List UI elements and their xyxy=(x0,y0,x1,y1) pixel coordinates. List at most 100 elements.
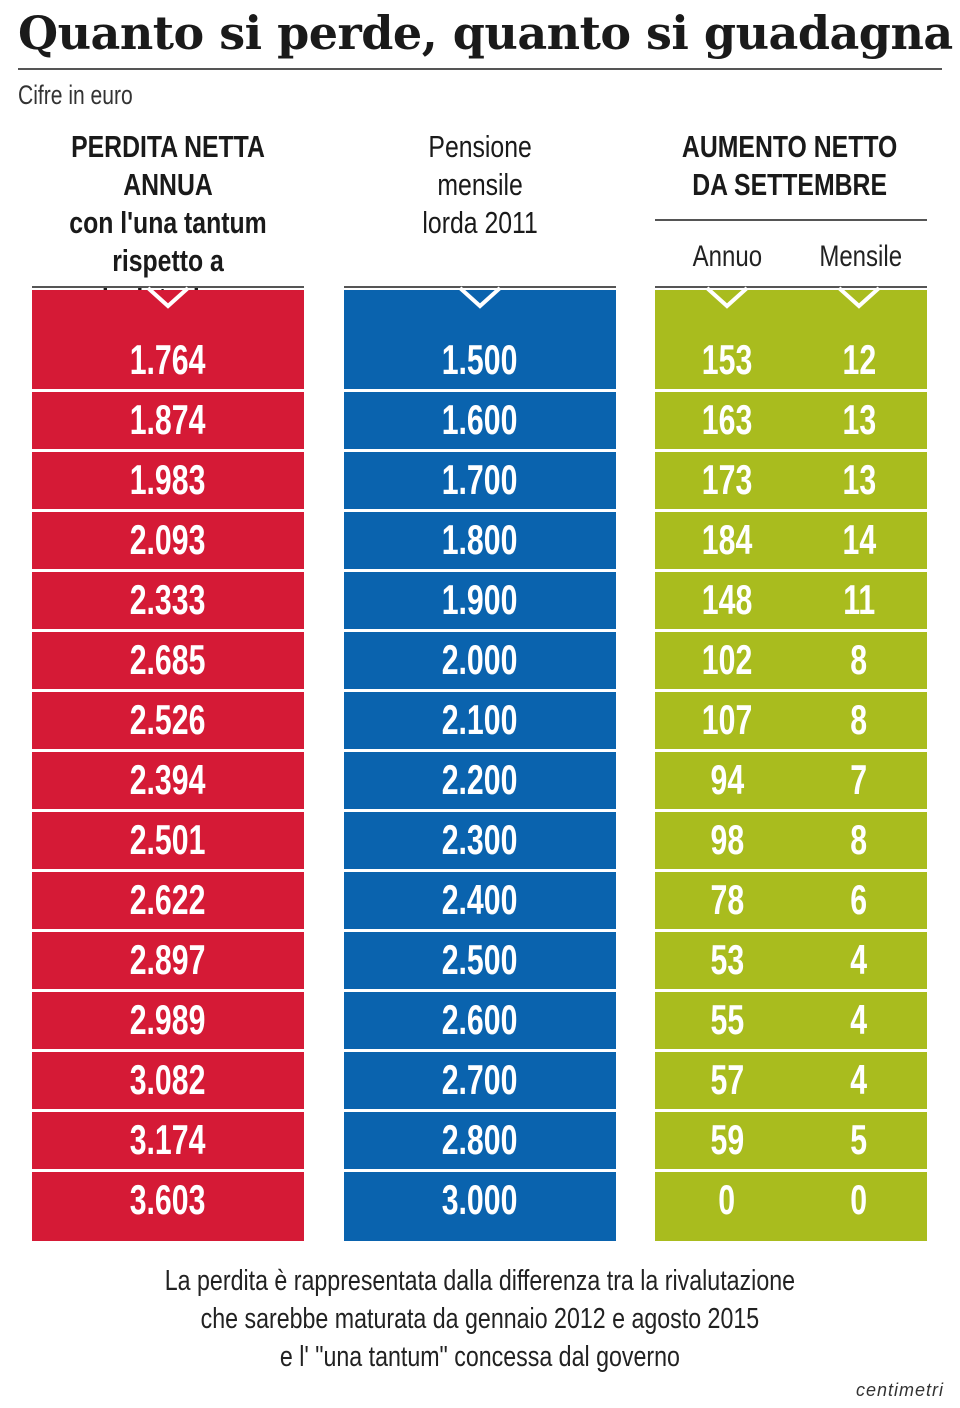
loss-cell: 1.983 xyxy=(32,450,304,510)
row-separator xyxy=(32,509,304,512)
pension-header-line: mensile xyxy=(437,167,523,202)
brand-logo: centimetri xyxy=(855,1380,944,1400)
pension-cell: 2.000 xyxy=(344,630,616,690)
loss-cell: 2.093 xyxy=(32,510,304,570)
mensile-cell: 13 xyxy=(793,390,925,450)
mensile-cell-value: 13 xyxy=(842,456,876,503)
row-separator xyxy=(344,929,616,932)
gain-column-rule xyxy=(655,286,927,288)
mensile-cell-value: 4 xyxy=(850,1056,868,1103)
annuo-cell: 102 xyxy=(661,630,793,690)
loss-cell-value: 2.333 xyxy=(130,576,206,623)
pension-cell: 3.000 xyxy=(344,1170,616,1230)
loss-cell-value: 1.874 xyxy=(130,396,206,443)
annuo-cell-value: 102 xyxy=(701,636,753,683)
loss-cell: 2.685 xyxy=(32,630,304,690)
loss-cell: 2.394 xyxy=(32,750,304,810)
loss-cell: 2.622 xyxy=(32,870,304,930)
annuo-cell-value: 0 xyxy=(718,1176,736,1223)
pension-cell-value: 2.700 xyxy=(442,1056,518,1103)
gain-column: 153 12 163 13 173 13 184 14 148 11 102 8 107 8 94 7 98 8 7… xyxy=(655,290,927,1241)
row-separator xyxy=(655,629,927,632)
annuo-cell-value: 163 xyxy=(701,396,753,443)
mensile-cell-value: 8 xyxy=(850,636,868,683)
row-separator xyxy=(655,1109,927,1112)
pension-cell: 2.500 xyxy=(344,930,616,990)
annuo-cell: 57 xyxy=(661,1050,793,1110)
footnote: La perdita è rappresentata dalla differe… xyxy=(60,1262,900,1376)
footnote-line: La perdita è rappresentata dalla differe… xyxy=(164,1265,796,1297)
footnote-line: che sarebbe maturata da gennaio 2012 e a… xyxy=(200,1303,760,1335)
mensile-cell: 4 xyxy=(793,990,925,1050)
loss-cell: 2.897 xyxy=(32,930,304,990)
annuo-cell: 107 xyxy=(661,690,793,750)
loss-cell-value: 2.989 xyxy=(130,996,206,1043)
loss-cell: 3.603 xyxy=(32,1170,304,1230)
row-separator xyxy=(655,809,927,812)
mensile-cell: 8 xyxy=(793,810,925,870)
annuo-cell-value: 94 xyxy=(710,756,744,803)
loss-cell: 1.764 xyxy=(32,330,304,390)
pension-cell: 2.700 xyxy=(344,1050,616,1110)
loss-cell: 2.526 xyxy=(32,690,304,750)
mensile-cell-value: 5 xyxy=(850,1116,868,1163)
chart-title: Quanto si perde, quanto si guadagna xyxy=(18,6,953,60)
pension-cell-value: 1.500 xyxy=(442,336,518,383)
pension-cell-value: 2.200 xyxy=(442,756,518,803)
title-rule xyxy=(18,68,942,70)
annuo-cell-value: 107 xyxy=(701,696,753,743)
pension-cell: 2.800 xyxy=(344,1110,616,1170)
loss-cell-value: 2.685 xyxy=(130,636,206,683)
pension-header-line: Pensione xyxy=(428,129,532,164)
row-separator xyxy=(32,749,304,752)
annuo-cell-value: 173 xyxy=(701,456,753,503)
row-separator xyxy=(655,929,927,932)
row-separator xyxy=(655,449,927,452)
row-separator xyxy=(344,869,616,872)
mensile-cell: 7 xyxy=(793,750,925,810)
pension-cell: 1.600 xyxy=(344,390,616,450)
annuo-cell-value: 59 xyxy=(710,1116,744,1163)
gain-header-line: AUMENTO NETTO xyxy=(682,129,898,164)
row-separator xyxy=(32,1109,304,1112)
mensile-subheader: Mensile xyxy=(794,240,928,274)
annuo-cell: 173 xyxy=(661,450,793,510)
pension-cell-value: 1.900 xyxy=(442,576,518,623)
pension-cell: 2.600 xyxy=(344,990,616,1050)
row-separator xyxy=(344,1169,616,1172)
row-separator xyxy=(655,869,927,872)
row-separator xyxy=(655,509,927,512)
row-separator xyxy=(655,569,927,572)
row-separator xyxy=(344,749,616,752)
annuo-cell: 98 xyxy=(661,810,793,870)
annuo-cell: 59 xyxy=(661,1110,793,1170)
row-separator xyxy=(655,1049,927,1052)
loss-cell-value: 3.174 xyxy=(130,1116,206,1163)
mensile-cell-value: 8 xyxy=(850,816,868,863)
annuo-cell-value: 78 xyxy=(710,876,744,923)
gain-column-header: AUMENTO NETTO DA SETTEMBRE xyxy=(650,128,930,204)
annuo-cell-value: 98 xyxy=(710,816,744,863)
row-separator xyxy=(344,449,616,452)
pension-cell-value: 2.400 xyxy=(442,876,518,923)
gain-header-line: DA SETTEMBRE xyxy=(692,167,888,202)
mensile-cell-value: 0 xyxy=(850,1176,868,1223)
row-separator xyxy=(32,449,304,452)
pension-cell-value: 2.800 xyxy=(442,1116,518,1163)
mensile-cell: 8 xyxy=(793,690,925,750)
loss-cell-value: 3.603 xyxy=(130,1176,206,1223)
pension-cell-value: 2.300 xyxy=(442,816,518,863)
loss-header-line: con l'una tantum xyxy=(69,205,267,240)
mensile-cell-value: 14 xyxy=(842,516,876,563)
row-separator xyxy=(344,629,616,632)
row-separator xyxy=(32,629,304,632)
mensile-cell-value: 4 xyxy=(850,996,868,1043)
pension-cell-value: 2.100 xyxy=(442,696,518,743)
row-separator xyxy=(655,689,927,692)
pension-cell-value: 1.600 xyxy=(442,396,518,443)
mensile-cell-value: 11 xyxy=(843,576,875,623)
pension-cell-value: 1.800 xyxy=(442,516,518,563)
annuo-cell: 148 xyxy=(661,570,793,630)
mensile-cell-value: 12 xyxy=(842,336,876,383)
mensile-cell: 5 xyxy=(793,1110,925,1170)
